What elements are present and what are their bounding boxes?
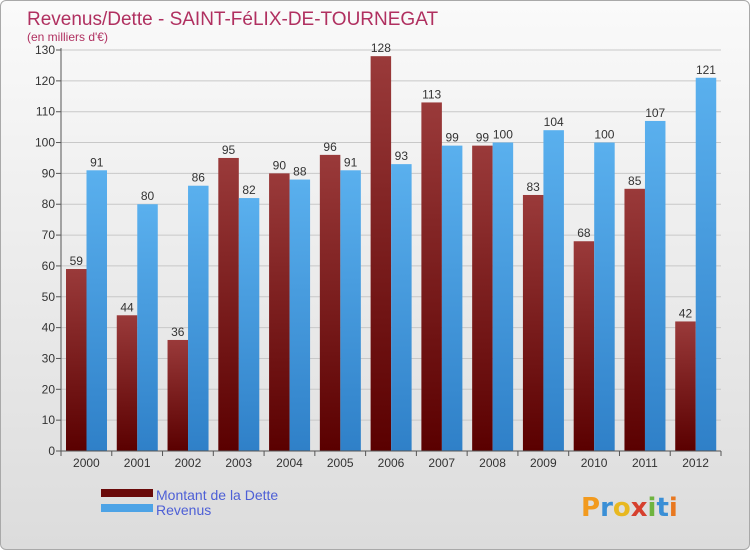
bar-revenus [695,77,717,451]
x-tick-label: 2008 [479,456,506,470]
bar-revenus [340,170,361,452]
y-tick-label: 110 [36,105,55,119]
data-label: 42 [679,306,693,320]
bar-dette [116,315,138,451]
x-tick-label: 2012 [682,456,709,470]
bar-revenus [492,142,514,452]
bar-dette [167,339,189,451]
y-tick-label: 90 [42,166,56,180]
data-label: 90 [273,158,287,172]
x-tick-label: 2001 [124,456,151,470]
x-tick-label: 2002 [175,456,202,470]
bar-dette [319,154,341,451]
y-tick-label: 20 [42,382,56,396]
data-label: 80 [141,189,155,203]
bar-revenus [86,170,107,452]
bar-revenus [594,142,615,452]
data-label: 96 [323,140,337,154]
bar-revenus [543,130,564,451]
bar-dette [522,194,544,451]
data-label: 100 [594,128,614,142]
data-label: 95 [222,143,236,157]
x-tick-label: 2007 [428,456,455,470]
x-tick-label: 2009 [530,456,557,470]
chart-title: Revenus/Dette - SAINT-FéLIX-DE-TOURNEGAT [27,9,438,30]
bar-dette [624,188,645,452]
data-label: 99 [445,131,459,145]
y-tick-label: 30 [42,351,56,365]
bar-dette [675,321,696,451]
bar-dette [66,269,87,451]
data-label: 44 [120,300,134,314]
bar-revenus [391,164,412,451]
legend-swatch-debt [101,489,153,497]
x-tick-label: 2003 [225,456,252,470]
y-tick-label: 100 [35,136,55,150]
data-label: 91 [344,155,358,169]
logo-text: Proxiti [581,493,678,523]
data-label: 59 [70,254,84,268]
x-tick-label: 2010 [581,456,608,470]
data-label: 128 [371,41,391,55]
data-label: 93 [395,149,409,163]
bar-dette [472,145,493,451]
y-tick-label: 70 [42,228,56,242]
bar-dette [421,102,442,451]
x-tick-label: 2000 [73,456,100,470]
y-tick-label: 40 [42,321,56,335]
legend: Montant de la Dette Revenus [101,487,278,518]
y-tick-label: 80 [42,197,56,211]
bar-revenus [238,198,260,451]
x-tick-label: 2005 [327,456,354,470]
chart-subtitle: (en milliers d'€) [27,30,108,44]
bar-revenus [137,204,158,451]
data-label: 107 [645,106,665,120]
data-label: 99 [476,131,490,145]
y-tick-label: 50 [42,290,56,304]
data-label: 104 [544,115,564,129]
bar-dette [269,173,290,451]
legend-label-revenus: Revenus [156,502,211,518]
data-label: 113 [422,87,441,101]
y-tick-label: 10 [42,413,56,427]
data-label: 88 [293,165,307,179]
proxiti-logo: Proxiti [581,493,678,523]
x-tick-label: 2011 [632,456,658,470]
data-label: 36 [171,325,185,339]
data-label: 85 [628,174,642,188]
x-tick-label: 2004 [276,456,303,470]
y-tick-label: 120 [35,74,55,88]
y-tick-label: 60 [42,259,56,273]
legend-label-debt: Montant de la Dette [156,487,278,503]
bar-revenus [188,185,209,451]
bar-dette [573,241,595,451]
axes: 0 10 20 30 40 50 60 70 80 90 100 110 120 130 2000 2001 2… [35,43,722,470]
data-label: 91 [90,155,104,169]
y-tick-label: 130 [35,43,55,57]
bar-revenus [441,145,463,451]
bar-dette [370,56,392,452]
data-label: 83 [526,180,540,194]
legend-swatch-revenus [101,504,153,512]
y-tick-label: 0 [48,444,55,458]
data-label: 82 [242,183,256,197]
bar-revenus [289,179,311,452]
bar-revenus [644,120,666,451]
bars [66,56,717,452]
data-label: 68 [577,226,591,240]
x-tick-label: 2006 [378,456,405,470]
bar-dette [218,157,239,451]
data-label: 86 [192,171,206,185]
data-label: 121 [696,63,716,77]
data-label: 100 [493,128,513,142]
